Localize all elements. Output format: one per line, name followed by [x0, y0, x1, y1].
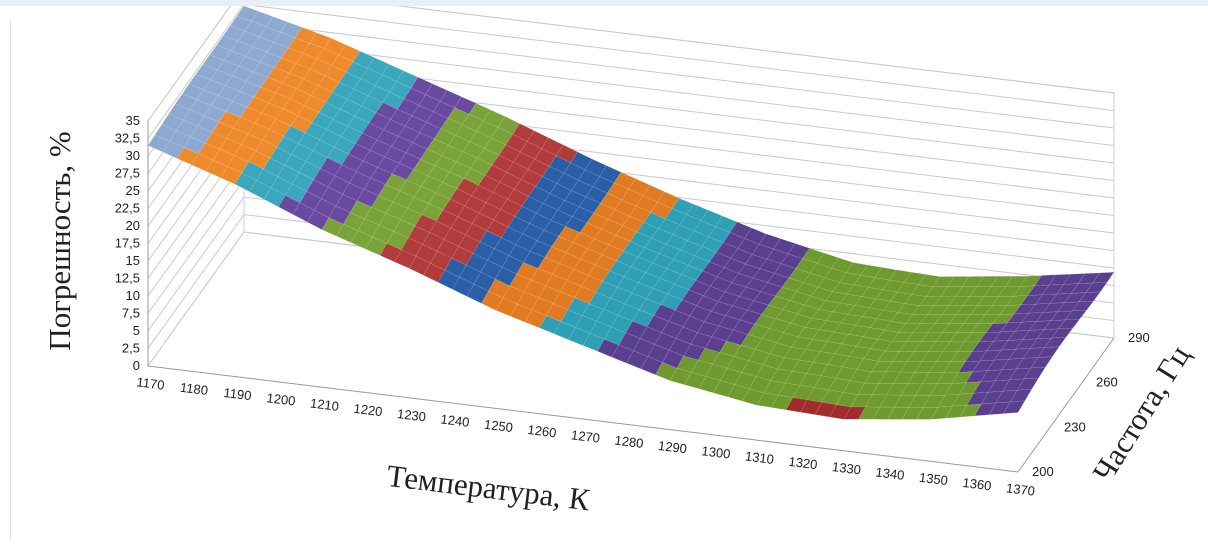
x-tick-label: 1310 [744, 449, 775, 467]
surface-cell [1030, 356, 1053, 369]
surface-cell [1023, 366, 1046, 380]
surface-cell [1064, 309, 1088, 321]
x-tick-label: 1340 [875, 464, 906, 482]
x-tick-label: 1270 [570, 427, 601, 445]
z-tick-label: 2,5 [122, 341, 140, 356]
x-tick-label: 1170 [136, 374, 166, 392]
z-tick-label: 22,5 [115, 201, 140, 216]
surface-cell [1092, 271, 1115, 284]
x-axis-line [147, 365, 1019, 473]
x-tick-label: 1370 [1005, 480, 1036, 498]
z-tick-label: 32,5 [115, 131, 140, 146]
x-tick-label: 1260 [527, 422, 558, 440]
z-tick-label: 20 [126, 218, 140, 233]
z-tick-label: 5 [133, 323, 140, 338]
z-tick-label: 27,5 [115, 166, 140, 181]
z-tick-label: 17,5 [115, 236, 140, 251]
surface-cell [1050, 327, 1074, 339]
axis-ticks: 0 2,5 5 7,5 10 12,5 15 17,5 20 22,5 25 27,5 30 32,5 35… [115, 113, 1150, 499]
x-tick-label: 1220 [353, 401, 384, 419]
gridline [147, 6, 1115, 122]
x-tick-label: 1330 [831, 459, 862, 477]
x-tick-label: 1290 [657, 438, 688, 456]
surface-cell [1057, 318, 1081, 330]
error-surface [147, 6, 1115, 420]
gridline [147, 6, 1115, 139]
z-tick-label: 0 [133, 358, 140, 373]
y-axis-title: Частота, Гц [1086, 339, 1197, 488]
surface-cell [1071, 300, 1094, 312]
x-tick-label: 1240 [440, 411, 471, 429]
z-axis-title: Погрешность, % [42, 131, 77, 350]
surface-cell [1037, 346, 1060, 358]
frame-divider [10, 20, 11, 540]
x-axis-title: Температура, К [385, 458, 592, 518]
x-tick-label: 1250 [483, 417, 514, 435]
x-tick-label: 1200 [266, 390, 297, 408]
x-tick-label: 1280 [614, 433, 645, 451]
y-tick-label: 200 [1032, 464, 1054, 479]
surface-cell [1044, 337, 1067, 348]
x-tick-label: 1230 [396, 406, 427, 424]
z-tick-label: 10 [126, 288, 140, 303]
surface-cell [1003, 400, 1026, 414]
z-tick-label: 35 [126, 113, 140, 128]
x-tick-label: 1350 [918, 470, 949, 488]
y-tick-label: 230 [1064, 419, 1086, 434]
x-tick-label: 1320 [788, 454, 819, 472]
x-tick-label: 1360 [962, 475, 993, 493]
x-tick-label: 1180 [179, 380, 209, 398]
x-tick-label: 1300 [701, 443, 732, 461]
x-tick-label: 1190 [223, 385, 253, 403]
y-axis-line [1017, 337, 1115, 473]
y-tick-label: 260 [1096, 375, 1118, 390]
x-tick-label: 1210 [309, 396, 340, 414]
z-tick-label: 7,5 [122, 306, 140, 321]
y-tick-label: 290 [1128, 330, 1150, 345]
z-tick-label: 30 [126, 148, 140, 163]
surface-chart: 0 2,5 5 7,5 10 12,5 15 17,5 20 22,5 25 27,5 30 32,5 35… [42, 6, 1197, 518]
z-tick-label: 15 [126, 253, 140, 268]
z-tick-label: 12,5 [115, 271, 140, 286]
surface-cell [1085, 282, 1108, 293]
z-tick-label: 25 [126, 183, 140, 198]
